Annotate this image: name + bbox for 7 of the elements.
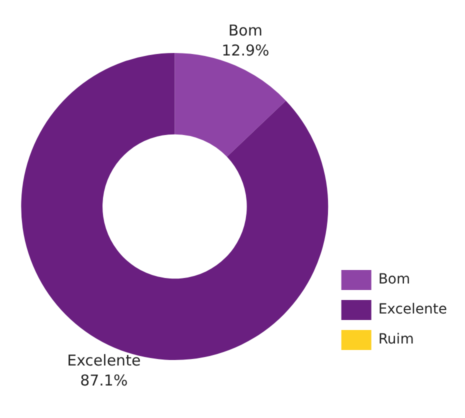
data-label: 12.9% — [222, 41, 270, 60]
legend-label: Ruim — [378, 332, 414, 348]
data-label: 87.1% — [80, 371, 128, 390]
legend-label: Excelente — [378, 302, 448, 318]
slice-label: Excelente — [67, 351, 141, 370]
legend-label: Bom — [378, 272, 410, 288]
slice-label: Bom — [228, 21, 262, 40]
